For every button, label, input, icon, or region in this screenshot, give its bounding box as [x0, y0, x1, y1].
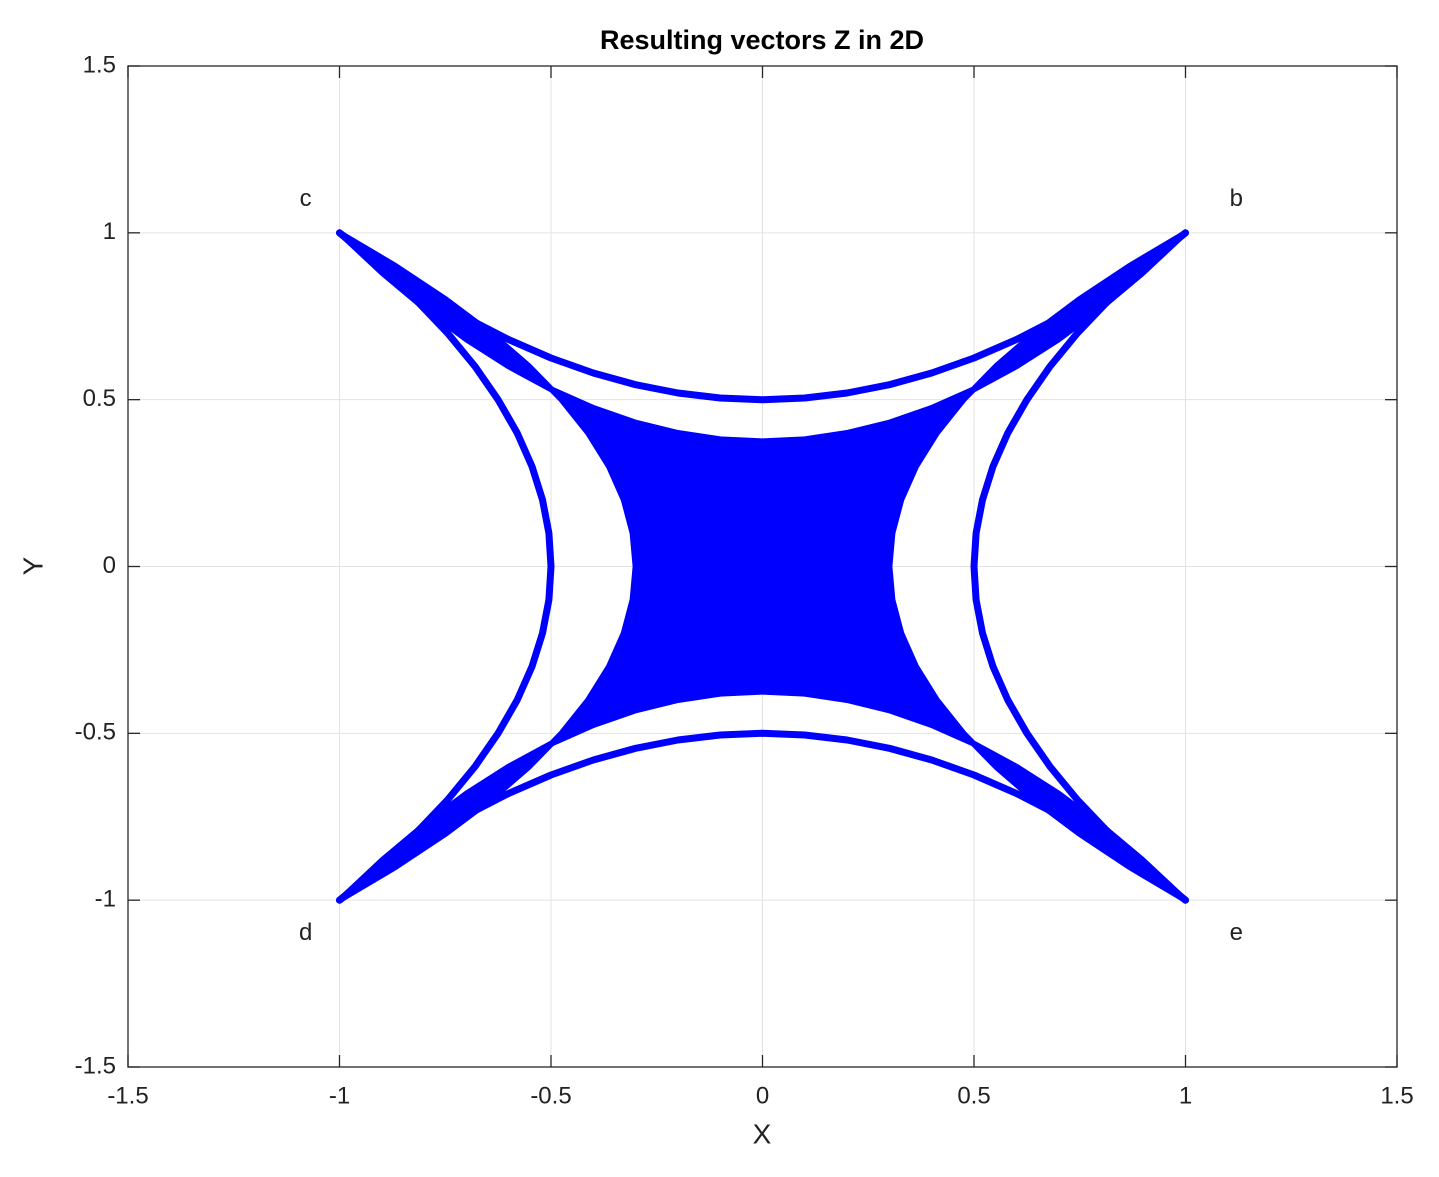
y-tick-label: -1	[95, 886, 116, 913]
annotation: d	[299, 919, 312, 946]
point-curve	[336, 229, 555, 904]
y-tick-label: -0.5	[75, 719, 116, 746]
annotation: c	[300, 185, 312, 212]
x-axis-label: X	[753, 1118, 772, 1149]
point-curve	[970, 229, 1189, 904]
x-tick-label: -1	[329, 1082, 350, 1109]
y-tick-label: -1.5	[75, 1052, 116, 1079]
point-cloud	[336, 229, 1189, 904]
x-tick-label: 1	[1179, 1082, 1192, 1109]
annotation: e	[1230, 919, 1243, 946]
annotation: b	[1230, 185, 1243, 212]
y-tick-label: 1	[103, 218, 116, 245]
y-tick-label: 0.5	[83, 385, 116, 412]
x-tick-label: 1.5	[1380, 1082, 1413, 1109]
x-tick-label: 0.5	[957, 1082, 990, 1109]
x-tick-label: 0	[756, 1082, 769, 1109]
chart-title: Resulting vectors Z in 2D	[600, 25, 924, 55]
x-tick-label: -1.5	[107, 1082, 148, 1109]
y-tick-label: 0	[103, 552, 116, 579]
y-axis-label: Y	[17, 556, 48, 575]
y-tick-label: 1.5	[83, 51, 116, 78]
x-tick-label: -0.5	[530, 1082, 571, 1109]
